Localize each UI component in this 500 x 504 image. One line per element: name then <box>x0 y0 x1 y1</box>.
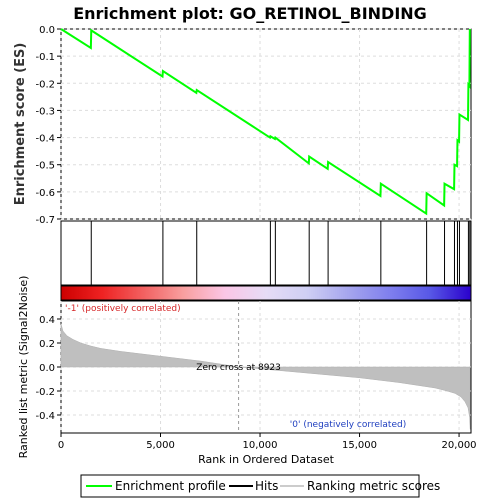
hit-lines-layer <box>90 221 471 285</box>
es-y-axis-label: Enrichment score (ES) <box>13 43 28 206</box>
enrichment-profile-line <box>60 28 471 216</box>
es-panel-frame <box>60 28 472 220</box>
es-y-tick-label: -0.6 <box>35 188 55 199</box>
es-y-tick-label: -0.1 <box>35 52 55 63</box>
x-tick-label: 10,000 <box>243 440 278 451</box>
es-y-tick-label: -0.3 <box>35 106 55 117</box>
es-y-tick-label: -0.4 <box>35 134 55 145</box>
legend: Enrichment profile Hits Ranking metric s… <box>80 474 440 498</box>
legend-label-enrichment-profile: Enrichment profile <box>115 479 226 493</box>
ranking-y-tick-label: -0.2 <box>35 387 55 398</box>
colorbar-strip <box>60 285 472 301</box>
ranking-colorbar <box>60 285 472 301</box>
hits-panel <box>60 220 472 286</box>
ranking-x-axis-ticks: 0 5,000 10,000 15,000 20,000 <box>58 433 477 451</box>
es-y-tick-label: -0.5 <box>35 161 55 172</box>
positive-correlation-note: '-1' (positively correlated) <box>65 304 181 314</box>
legend-item-ranking-metric-scores: Ranking metric scores <box>280 479 440 493</box>
legend-label-hits: Hits <box>255 479 278 493</box>
es-y-tick-label: -0.7 <box>35 215 55 226</box>
ranking-y-axis-ticks: 0.4 0.2 0.0 -0.2 -0.4 <box>35 315 61 422</box>
ranking-metric-area <box>60 323 471 430</box>
x-tick-label: 0 <box>58 440 64 451</box>
ranking-y-tick-label: 0.0 <box>39 363 55 374</box>
ranking-y-axis-label: Ranked list metric (Signal2Noise) <box>17 276 30 459</box>
legend-item-hits: Hits <box>229 479 278 493</box>
enrichment-profile-layer <box>60 28 471 216</box>
ranking-x-axis-label: Rank in Ordered Dataset <box>198 453 335 466</box>
x-tick-label: 15,000 <box>342 440 377 451</box>
ranking-y-tick-label: -0.4 <box>35 411 55 422</box>
legend-item-enrichment-profile: Enrichment profile <box>86 479 226 493</box>
zero-cross-label: Zero cross at 8923 <box>196 363 281 373</box>
chart-title: Enrichment plot: GO_RETINOL_BINDING <box>73 4 427 23</box>
ranking-metric-area-layer <box>60 323 471 430</box>
legend-label-ranking-metric: Ranking metric scores <box>307 479 440 493</box>
ranking-y-tick-label: 0.2 <box>39 339 55 350</box>
hits-panel-frame <box>60 220 472 286</box>
es-y-tick-label: -0.2 <box>35 79 55 90</box>
x-tick-label: 5,000 <box>146 440 175 451</box>
x-tick-label: 20,000 <box>442 440 477 451</box>
es-y-axis-ticks: 0.0 -0.1 -0.2 -0.3 -0.4 -0.5 -0.6 -0.7 <box>35 25 61 226</box>
es-y-tick-label: 0.0 <box>39 25 55 36</box>
ranking-y-tick-label: 0.4 <box>39 315 55 326</box>
es-panel: 0.0 -0.1 -0.2 -0.3 -0.4 -0.5 -0.6 -0.7 Enrichme… <box>13 25 472 226</box>
negative-correlation-note: '0' (negatively correlated) <box>290 420 406 430</box>
ranking-metric-panel: 0.4 0.2 0.0 -0.2 -0.4 0 5,000 10,000 15,000 20,0… <box>17 276 477 466</box>
